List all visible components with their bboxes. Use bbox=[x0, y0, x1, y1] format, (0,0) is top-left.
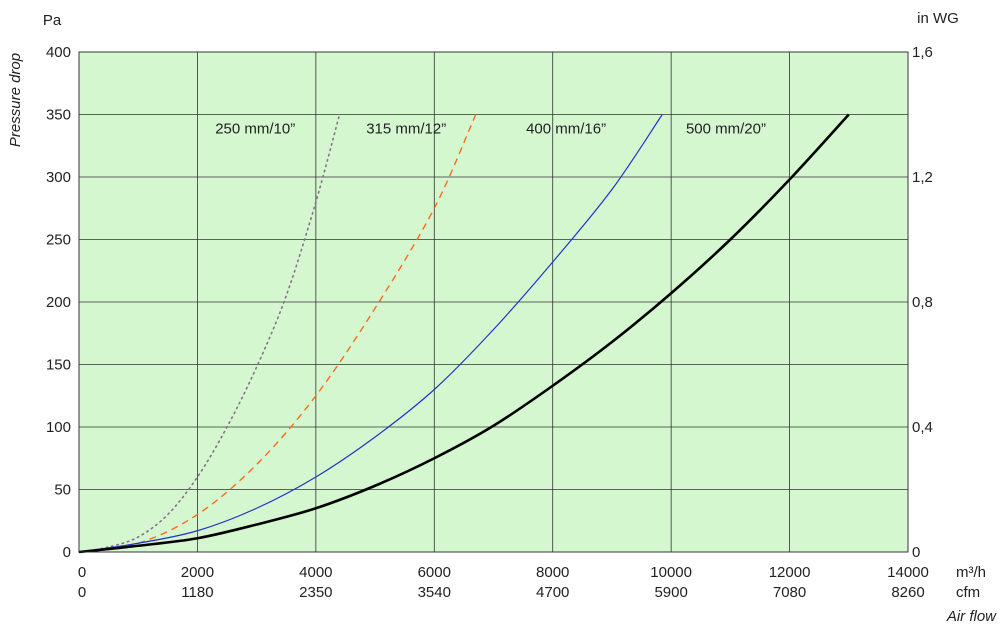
x-tick-cfm-1: 1180 bbox=[181, 584, 213, 601]
x-tick-6: 12000 bbox=[769, 564, 811, 581]
x-tick-cfm-6: 7080 bbox=[773, 584, 806, 601]
x-axis-unit-primary: m³/h bbox=[956, 564, 986, 581]
y-tick-left-4: 200 bbox=[46, 294, 71, 311]
series-label-0: 250 mm/10” bbox=[215, 120, 295, 137]
y-tick-left-0: 0 bbox=[63, 544, 71, 561]
axes: 05010015020025030035040000,40,81,21,6002… bbox=[46, 44, 933, 601]
x-tick-cfm-0: 0 bbox=[78, 584, 86, 601]
x-tick-0: 0 bbox=[78, 564, 86, 581]
y-tick-right-0: 0 bbox=[912, 544, 920, 561]
x-tick-cfm-3: 3540 bbox=[418, 584, 451, 601]
x-tick-1: 2000 bbox=[181, 564, 214, 581]
plot-frame bbox=[78, 51, 909, 553]
x-tick-cfm-7: 8260 bbox=[891, 584, 924, 601]
series-labels: 250 mm/10” 315 mm/12” 400 mm/16” 500 mm/20” bbox=[215, 120, 766, 137]
x-tick-2: 4000 bbox=[299, 564, 332, 581]
y-tick-left-3: 150 bbox=[46, 357, 71, 374]
series-line-0 bbox=[78, 113, 341, 553]
series-line-1 bbox=[78, 114, 477, 553]
x-tick-7: 14000 bbox=[887, 564, 929, 581]
series-line-2 bbox=[78, 114, 663, 553]
y-tick-left-7: 350 bbox=[46, 107, 71, 124]
series-label-2: 400 mm/16” bbox=[526, 120, 606, 137]
y-tick-right-4: 1,6 bbox=[912, 44, 933, 61]
series-label-1: 315 mm/12” bbox=[366, 120, 446, 137]
x-tick-5: 10000 bbox=[650, 564, 692, 581]
y-tick-left-5: 250 bbox=[46, 232, 71, 249]
series-label-3: 500 mm/20” bbox=[686, 120, 766, 137]
y-tick-left-8: 400 bbox=[46, 44, 71, 61]
y-tick-left-6: 300 bbox=[46, 169, 71, 186]
x-axis-title: Air flow bbox=[946, 608, 997, 625]
y-axis-title: Pressure drop bbox=[7, 53, 24, 147]
series-line-3 bbox=[78, 113, 850, 554]
x-tick-cfm-4: 4700 bbox=[536, 584, 569, 601]
y-tick-right-1: 0,4 bbox=[912, 419, 933, 436]
series-lines bbox=[78, 113, 850, 554]
x-axis-unit-secondary: cfm bbox=[956, 584, 980, 601]
x-tick-cfm-2: 2350 bbox=[299, 584, 332, 601]
y-tick-right-3: 1,2 bbox=[912, 169, 933, 186]
x-tick-3: 6000 bbox=[418, 564, 451, 581]
y-tick-left-2: 100 bbox=[46, 419, 71, 436]
y-tick-right-2: 0,8 bbox=[912, 294, 933, 311]
x-tick-4: 8000 bbox=[536, 564, 569, 581]
x-tick-cfm-5: 5900 bbox=[654, 584, 687, 601]
y-axis-unit-left: Pa bbox=[43, 12, 62, 29]
y-tick-left-1: 50 bbox=[54, 482, 71, 499]
y-axis-unit-right: in WG bbox=[917, 10, 959, 27]
